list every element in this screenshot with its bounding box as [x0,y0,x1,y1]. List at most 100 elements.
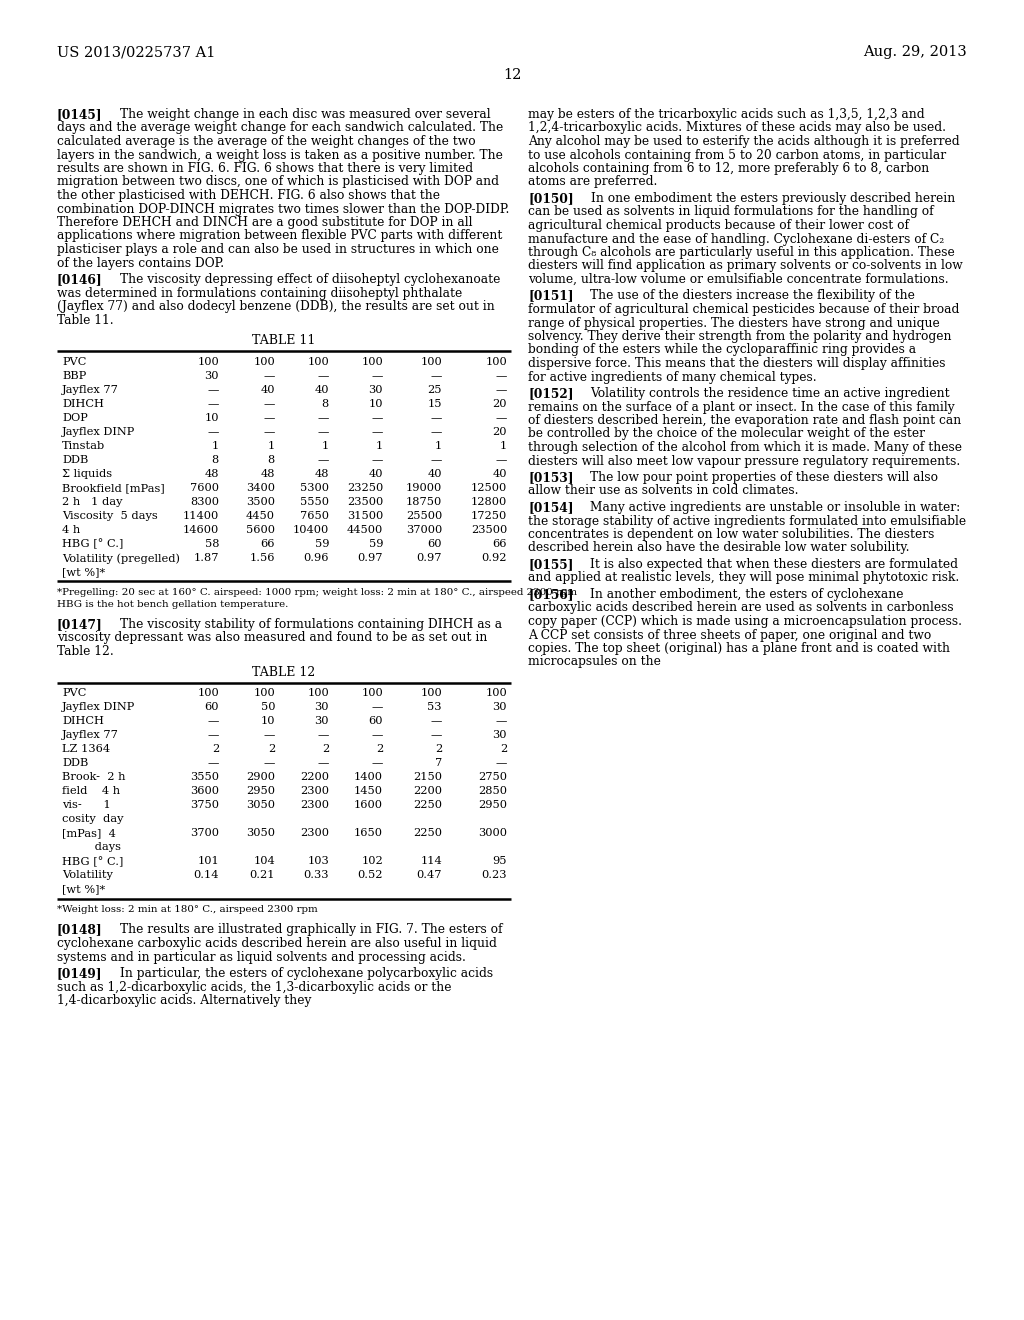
Text: systems and in particular as liquid solvents and processing acids.: systems and in particular as liquid solv… [57,950,466,964]
Text: 3000: 3000 [478,829,507,838]
Text: Σ liquids: Σ liquids [62,469,112,479]
Text: be controlled by the choice of the molecular weight of the ester: be controlled by the choice of the molec… [528,428,925,441]
Text: 7650: 7650 [300,511,329,521]
Text: 1,2,4-tricarboxylic acids. Mixtures of these acids may also be used.: 1,2,4-tricarboxylic acids. Mixtures of t… [528,121,946,135]
Text: —: — [208,426,219,437]
Text: 1: 1 [322,441,329,451]
Text: [0150]: [0150] [528,191,573,205]
Text: [0156]: [0156] [528,587,573,601]
Text: 100: 100 [307,356,329,367]
Text: —: — [317,426,329,437]
Text: 8300: 8300 [190,498,219,507]
Text: and applied at realistic levels, they will pose minimal phytotoxic risk.: and applied at realistic levels, they wi… [528,572,959,585]
Text: 1: 1 [435,441,442,451]
Text: —: — [496,759,507,768]
Text: —: — [263,399,275,409]
Text: DIHCH: DIHCH [62,717,103,726]
Text: 60: 60 [205,702,219,713]
Text: 48: 48 [205,469,219,479]
Text: 18750: 18750 [406,498,442,507]
Text: US 2013/0225737 A1: US 2013/0225737 A1 [57,45,215,59]
Text: 30: 30 [493,730,507,741]
Text: 3400: 3400 [246,483,275,492]
Text: 1: 1 [267,441,275,451]
Text: 0.14: 0.14 [194,870,219,880]
Text: 2: 2 [267,744,275,755]
Text: of diesters described herein, the evaporation rate and flash point can: of diesters described herein, the evapor… [528,414,962,426]
Text: A CCP set consists of three sheets of paper, one original and two: A CCP set consists of three sheets of pa… [528,628,931,642]
Text: combination DOP-DINCH migrates two times slower than the DOP-DIDP.: combination DOP-DINCH migrates two times… [57,202,509,215]
Text: 23500: 23500 [471,525,507,535]
Text: remains on the surface of a plant or insect. In the case of this family: remains on the surface of a plant or ins… [528,400,954,413]
Text: 23250: 23250 [347,483,383,492]
Text: 30: 30 [493,702,507,713]
Text: 5550: 5550 [300,498,329,507]
Text: 3500: 3500 [246,498,275,507]
Text: 30: 30 [369,385,383,395]
Text: Therefore DEHCH and DINCH are a good substitute for DOP in all: Therefore DEHCH and DINCH are a good sub… [57,216,472,228]
Text: 2250: 2250 [413,829,442,838]
Text: —: — [263,730,275,741]
Text: agricultural chemical products because of their lower cost of: agricultural chemical products because o… [528,219,909,232]
Text: (Jayflex 77) and also dodecyl benzene (DDB), the results are set out in: (Jayflex 77) and also dodecyl benzene (D… [57,300,495,313]
Text: dispersive force. This means that the diesters will display affinities: dispersive force. This means that the di… [528,356,945,370]
Text: The weight change in each disc was measured over several: The weight change in each disc was measu… [120,108,490,121]
Text: 10: 10 [260,717,275,726]
Text: 59: 59 [369,539,383,549]
Text: 48: 48 [260,469,275,479]
Text: 12800: 12800 [471,498,507,507]
Text: 20: 20 [493,399,507,409]
Text: [0145]: [0145] [57,108,102,121]
Text: —: — [208,385,219,395]
Text: —: — [372,759,383,768]
Text: 100: 100 [253,356,275,367]
Text: 114: 114 [420,857,442,866]
Text: carboxylic acids described herein are used as solvents in carbonless: carboxylic acids described herein are us… [528,602,953,615]
Text: 100: 100 [361,356,383,367]
Text: The results are illustrated graphically in FIG. 7. The esters of: The results are illustrated graphically … [120,924,502,936]
Text: DDB: DDB [62,759,88,768]
Text: —: — [263,759,275,768]
Text: PVC: PVC [62,356,86,367]
Text: Table 12.: Table 12. [57,645,114,657]
Text: 12: 12 [503,69,521,82]
Text: —: — [208,717,219,726]
Text: BBP: BBP [62,371,86,381]
Text: diesters will find application as primary solvents or co-solvents in low: diesters will find application as primar… [528,260,963,272]
Text: 7: 7 [435,759,442,768]
Text: Volatility: Volatility [62,870,113,880]
Text: 101: 101 [198,857,219,866]
Text: —: — [431,413,442,422]
Text: 2: 2 [322,744,329,755]
Text: 0.97: 0.97 [357,553,383,564]
Text: 102: 102 [361,857,383,866]
Text: 100: 100 [361,689,383,698]
Text: cyclohexane carboxylic acids described herein are also useful in liquid: cyclohexane carboxylic acids described h… [57,937,497,950]
Text: [0146]: [0146] [57,273,102,286]
Text: 19000: 19000 [406,483,442,492]
Text: may be esters of the tricarboxylic acids such as 1,3,5, 1,2,3 and: may be esters of the tricarboxylic acids… [528,108,925,121]
Text: —: — [263,426,275,437]
Text: diesters will also meet low vapour pressure regulatory requirements.: diesters will also meet low vapour press… [528,454,961,467]
Text: —: — [208,730,219,741]
Text: —: — [317,371,329,381]
Text: for active ingredients of many chemical types.: for active ingredients of many chemical … [528,371,816,384]
Text: 1.87: 1.87 [194,553,219,564]
Text: through selection of the alcohol from which it is made. Many of these: through selection of the alcohol from wh… [528,441,962,454]
Text: formulator of agricultural chemical pesticides because of their broad: formulator of agricultural chemical pest… [528,304,959,315]
Text: 1.56: 1.56 [250,553,275,564]
Text: Volatility (pregelled): Volatility (pregelled) [62,553,180,564]
Text: 0.52: 0.52 [357,870,383,880]
Text: —: — [431,717,442,726]
Text: 0.96: 0.96 [303,553,329,564]
Text: [mPas]  4: [mPas] 4 [62,829,116,838]
Text: —: — [372,413,383,422]
Text: allow their use as solvents in cold climates.: allow their use as solvents in cold clim… [528,484,799,498]
Text: 66: 66 [493,539,507,549]
Text: —: — [431,730,442,741]
Text: 2900: 2900 [246,772,275,783]
Text: viscosity depressant was also measured and found to be as set out in: viscosity depressant was also measured a… [57,631,487,644]
Text: —: — [431,426,442,437]
Text: 100: 100 [485,689,507,698]
Text: manufacture and the ease of handling. Cyclohexane di-esters of C₂: manufacture and the ease of handling. Cy… [528,232,944,246]
